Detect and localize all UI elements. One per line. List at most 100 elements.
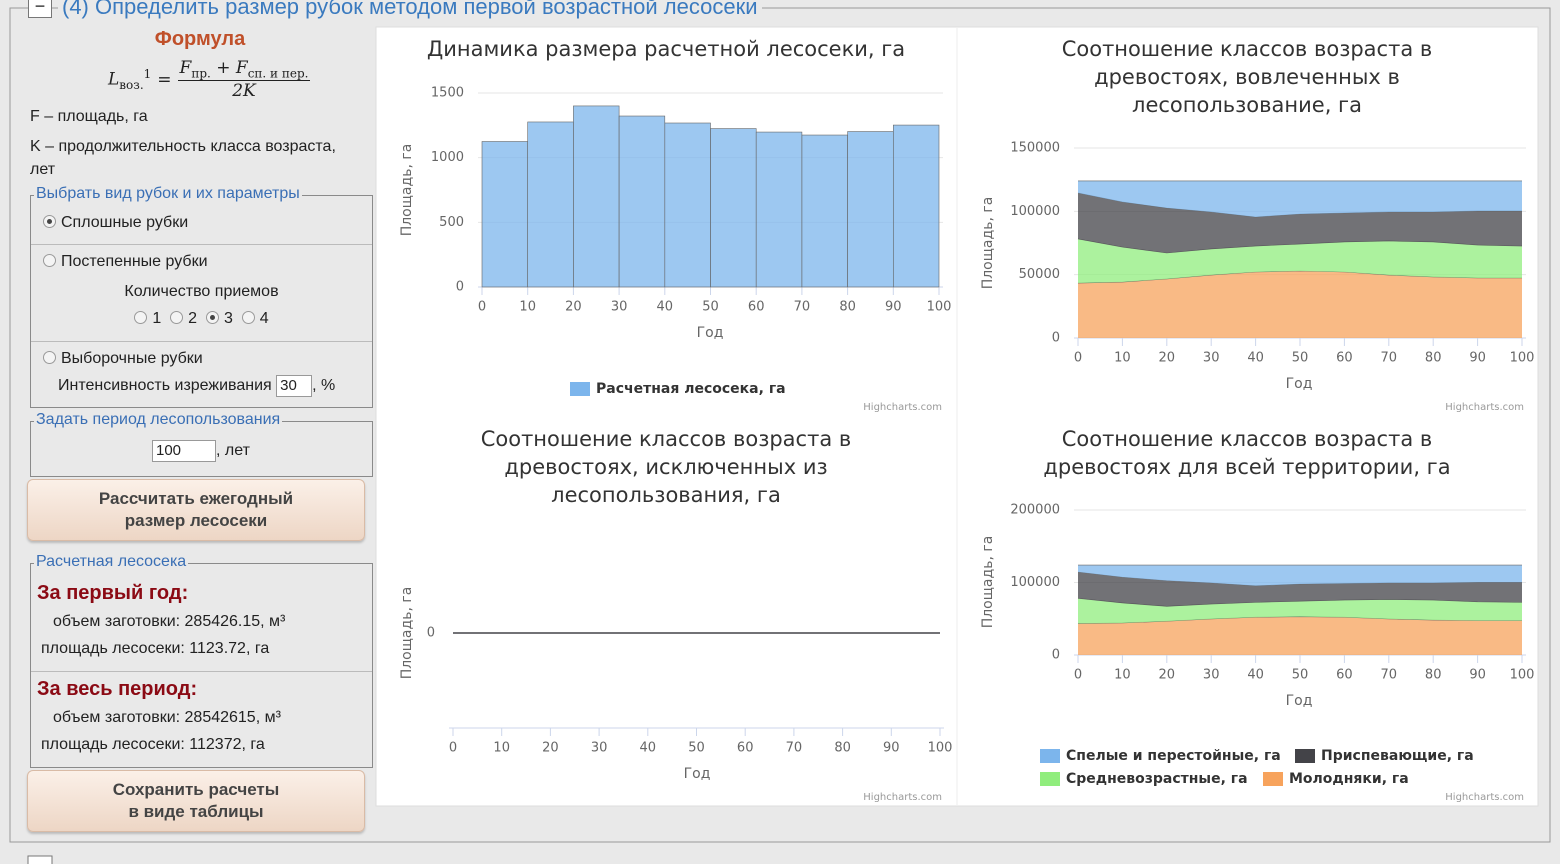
chart-title: Соотношение классов возраста в xyxy=(481,427,852,451)
x-axis-title: Год xyxy=(697,325,724,341)
result-line: площадь лесосеки: 1123.72, га xyxy=(41,640,270,657)
step xyxy=(710,128,757,288)
area xyxy=(1078,238,1522,284)
period-input[interactable]: 100 xyxy=(152,440,216,462)
period-unit: , лет xyxy=(216,442,250,460)
step xyxy=(573,105,620,288)
button-line[interactable]: Рассчитать ежегодный xyxy=(98,489,294,508)
result-heading: За весь период: xyxy=(37,678,198,700)
formula-symbol: F xyxy=(179,58,192,78)
x-tick-label: 70 xyxy=(1381,351,1398,366)
passes-label: Количество приемов xyxy=(124,283,279,300)
y-axis-title: Площадь, га xyxy=(399,144,415,237)
intensity: Интенсивность изреживания 30, % xyxy=(58,375,335,397)
x-tick-label: 90 xyxy=(883,741,900,756)
option-label[interactable]: Постепенные рубки xyxy=(61,253,208,270)
x-tick-label: 80 xyxy=(1425,351,1442,366)
legend-symbol xyxy=(1040,772,1060,786)
toggle[interactable]: − xyxy=(28,0,52,18)
x-tick-label: 100 xyxy=(928,741,953,756)
option-row[interactable]: Сплошные рубки xyxy=(31,206,372,244)
x-tick-label: 50 xyxy=(702,300,719,315)
x-tick-label: 20 xyxy=(565,300,582,315)
area xyxy=(1078,180,1522,218)
x-tick-label: 50 xyxy=(1292,351,1309,366)
x-tick-label: 80 xyxy=(1425,668,1442,683)
result-line: объем заготовки: 28542615, м³ xyxy=(53,709,281,726)
y-tick-label: 50000 xyxy=(1019,267,1060,282)
formula-den: 2K xyxy=(232,81,256,102)
area xyxy=(1078,565,1522,586)
x-tick-label: 90 xyxy=(1469,351,1486,366)
option-row[interactable]: Постепенные рубки Количество приемов 1 2… xyxy=(31,244,372,341)
x-tick-label: 40 xyxy=(1247,668,1264,683)
button-line[interactable]: размер лесосеки xyxy=(124,511,268,530)
intensity-unit: , % xyxy=(312,377,336,395)
area xyxy=(1078,270,1522,338)
area xyxy=(1078,598,1522,624)
option-row[interactable]: Выборочные рубки Интенсивность изреживан… xyxy=(31,341,372,408)
x-axis-title: Год xyxy=(684,766,711,782)
pass-label[interactable]: 2 xyxy=(188,310,198,327)
save-button[interactable]: Сохранить расчеты в виде таблицы xyxy=(27,770,365,832)
section-frame xyxy=(9,7,1551,843)
intensity-input[interactable]: 30 xyxy=(276,375,313,397)
x-tick-label: 40 xyxy=(1247,351,1264,366)
credit: Highcharts.com xyxy=(1445,792,1524,803)
result-heading: За первый год: xyxy=(37,582,189,604)
x-tick-label: 60 xyxy=(1336,668,1353,683)
area xyxy=(1078,616,1522,655)
x-tick-label: 10 xyxy=(493,741,510,756)
x-tick-label: 10 xyxy=(1114,668,1131,683)
x-tick-label: 90 xyxy=(1469,668,1486,683)
chart-title: Соотношение классов возраста в xyxy=(1062,37,1433,61)
fieldset-legend: Задать период лесопользования xyxy=(34,411,283,429)
radio[interactable] xyxy=(170,311,184,324)
pass-label[interactable]: 4 xyxy=(259,310,269,327)
y-tick-label: 0 xyxy=(1052,331,1060,346)
step xyxy=(664,122,711,288)
radio[interactable] xyxy=(43,215,56,228)
radio[interactable] xyxy=(241,311,255,324)
step xyxy=(847,131,894,288)
x-tick-label: 60 xyxy=(737,741,754,756)
credit: Highcharts.com xyxy=(863,402,942,413)
option-label[interactable]: Сплошные рубки xyxy=(61,214,189,231)
pass-label[interactable]: 1 xyxy=(152,310,162,327)
section-title: (4) Определить размер рубок методом перв… xyxy=(58,0,762,20)
x-tick-label: 60 xyxy=(748,300,765,315)
x-tick-label: 0 xyxy=(1074,351,1082,366)
cut-types: Выбрать вид рубок и их параметры Сплошны… xyxy=(30,185,373,408)
y-tick-label: 500 xyxy=(439,215,464,230)
option-label[interactable]: Выборочные рубки xyxy=(61,350,203,367)
calc-button[interactable]: Рассчитать ежегодный размер лесосеки xyxy=(27,479,365,541)
radio[interactable] xyxy=(205,311,219,324)
x-tick-label: 10 xyxy=(519,300,536,315)
x-tick-label: 100 xyxy=(927,300,952,315)
formula-sub: пр. xyxy=(191,66,211,81)
legend-label: Средневозрастные, га xyxy=(1066,771,1248,787)
button-line[interactable]: Сохранить расчеты xyxy=(112,780,280,799)
pass-label[interactable]: 3 xyxy=(223,310,233,327)
y-tick-label: 100000 xyxy=(1010,575,1060,590)
radio[interactable] xyxy=(134,311,148,324)
area xyxy=(1078,571,1522,607)
x-tick-label: 0 xyxy=(449,741,457,756)
formula: Lвоз.1 = Fпр. + Fсп. и пер. 2K xyxy=(108,58,311,102)
legend-label: Молодняки, га xyxy=(1289,771,1409,787)
chart-title: древостоях, исключенных из xyxy=(504,455,827,479)
y-tick-label: 0 xyxy=(456,280,464,295)
y-axis-title: Площадь, га xyxy=(980,197,996,290)
x-axis-title: Год xyxy=(1286,376,1313,392)
legend-symbol xyxy=(1040,749,1060,763)
y-tick-label: 200000 xyxy=(1010,503,1060,518)
x-tick-label: 0 xyxy=(1074,668,1082,683)
radio[interactable] xyxy=(43,351,56,364)
radio[interactable] xyxy=(43,254,56,267)
x-tick-label: 70 xyxy=(794,300,811,315)
y-tick-label: 0 xyxy=(1052,648,1060,663)
button-line[interactable]: в виде таблицы xyxy=(128,802,264,821)
intensity-label: Интенсивность изреживания xyxy=(58,377,272,395)
area xyxy=(1078,192,1522,254)
